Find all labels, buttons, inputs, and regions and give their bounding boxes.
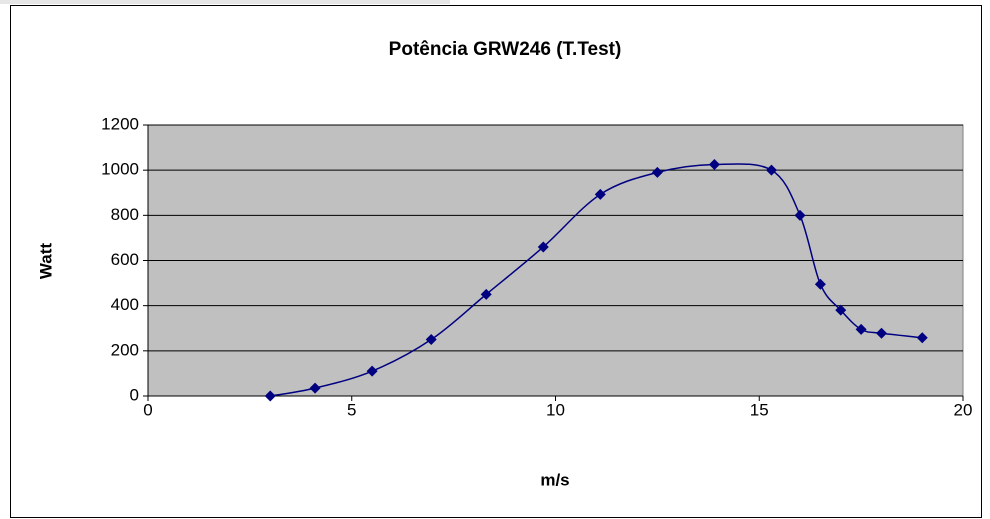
chart-title: Potência GRW246 (T.Test) — [389, 39, 622, 60]
marker — [916, 332, 928, 344]
marker — [537, 241, 549, 253]
marker — [309, 382, 321, 394]
marker — [425, 334, 437, 346]
marker — [855, 323, 867, 335]
x-tick-label: 5 — [347, 400, 356, 419]
marker — [814, 278, 826, 290]
marker — [651, 166, 663, 178]
marker — [876, 327, 887, 339]
y-tick-label: 1200 — [101, 114, 139, 133]
x-tick-label: 15 — [750, 400, 769, 419]
marker — [835, 304, 847, 316]
top-strip — [0, 0, 450, 4]
marker — [480, 288, 492, 300]
y-tick-label: 0 — [130, 385, 139, 404]
marker — [765, 164, 777, 176]
marker — [594, 188, 606, 200]
y-tick-label: 600 — [111, 250, 139, 269]
marker — [366, 365, 378, 377]
series-line — [270, 163, 923, 397]
x-axis-label: m/s — [540, 470, 569, 489]
y-tick-label: 400 — [111, 295, 139, 314]
y-tick-label: 200 — [111, 340, 139, 359]
marker — [794, 209, 806, 221]
y-tick-label: 1000 — [101, 160, 139, 179]
x-tick-label: 0 — [143, 400, 152, 419]
marker — [264, 390, 276, 402]
marker — [708, 159, 720, 171]
y-tick-label: 800 — [111, 205, 139, 224]
x-tick-label: 20 — [954, 400, 973, 419]
y-axis-label: Watt — [36, 243, 55, 280]
x-tick-label: 10 — [546, 400, 565, 419]
